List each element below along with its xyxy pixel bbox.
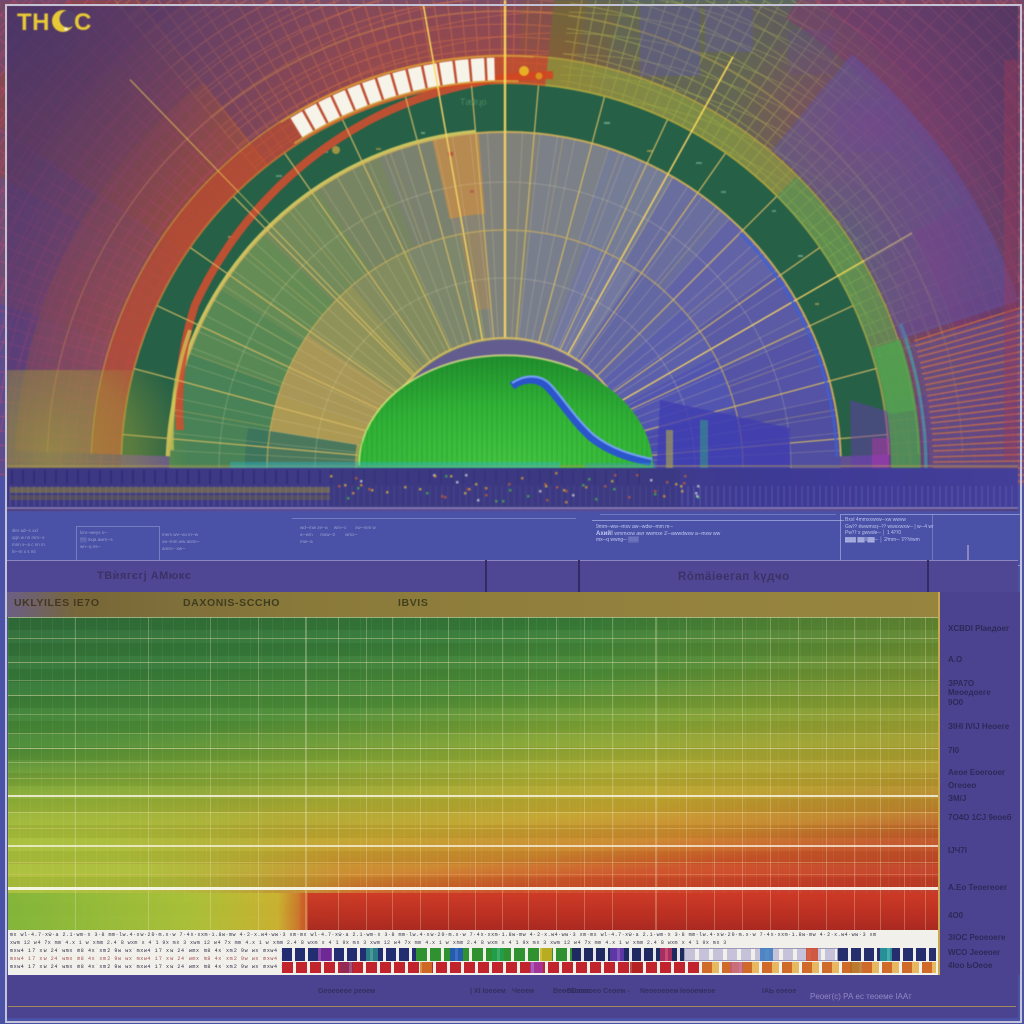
svg-text:Tæłrɻᴏ: Tæłrɻᴏ bbox=[460, 97, 487, 107]
svg-text:C: C bbox=[74, 9, 91, 36]
svg-text:TH: TH bbox=[17, 9, 50, 36]
